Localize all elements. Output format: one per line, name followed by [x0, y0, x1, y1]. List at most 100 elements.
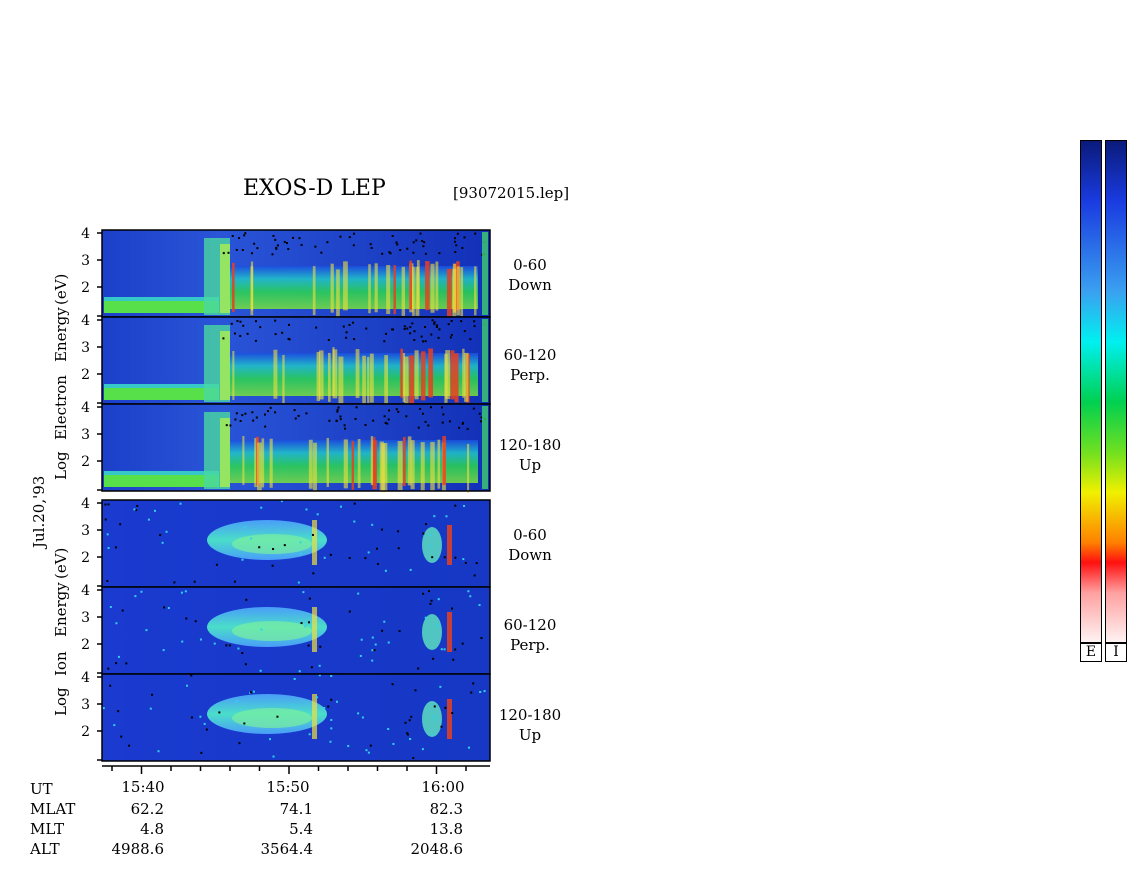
noise-speck: [412, 757, 415, 760]
noise-speck: [258, 546, 261, 549]
noise-speck: [478, 604, 481, 607]
noise-speck: [360, 638, 363, 641]
spectrogram-panel: [101, 229, 491, 319]
noise-speck: [243, 526, 246, 529]
streak: [435, 261, 439, 311]
noise-speck: [107, 547, 110, 550]
noise-speck: [352, 244, 355, 247]
noise-speck: [430, 333, 433, 336]
noise-speck: [353, 502, 356, 505]
panel-angle: 0-60: [513, 526, 547, 544]
mlt-value: 5.4: [289, 820, 313, 838]
noise-speck: [252, 690, 255, 693]
noise-speck: [235, 700, 238, 703]
alt-value: 4988.6: [111, 840, 165, 858]
noise-speck: [443, 556, 446, 559]
noise-speck: [109, 605, 112, 608]
noise-speck: [140, 590, 143, 593]
noise-speck: [364, 424, 367, 427]
streak: [242, 435, 245, 485]
noise-speck: [297, 581, 300, 584]
energy-band: [230, 266, 478, 309]
noise-speck: [431, 733, 434, 736]
noise-speck: [381, 629, 384, 632]
streak: [328, 352, 331, 402]
noise-speck: [115, 622, 118, 625]
noise-speck: [480, 420, 483, 423]
noise-speck: [128, 744, 131, 747]
noise-speck: [395, 241, 398, 244]
noise-speck: [260, 506, 263, 509]
y-tick-label: 4: [81, 400, 90, 416]
noise-speck: [241, 558, 244, 561]
noise-speck: [441, 421, 444, 424]
noise-speck: [384, 569, 387, 572]
noise-speck: [107, 667, 110, 670]
noise-speck: [411, 322, 414, 325]
noise-speck: [384, 421, 387, 424]
noise-speck: [422, 592, 425, 595]
noise-speck: [259, 669, 262, 672]
streak: [437, 439, 441, 489]
noise-speck: [347, 744, 350, 747]
noise-speck: [475, 562, 478, 565]
spectrogram-panels: [101, 229, 491, 762]
panel-angle: 120-180: [498, 706, 562, 724]
panel-angle: 60-120: [503, 346, 557, 364]
ion-streak: [312, 520, 317, 565]
alt-value: 3564.4: [260, 840, 314, 858]
panel-direction: Down: [508, 276, 552, 294]
streak: [254, 438, 258, 488]
noise-speck: [452, 658, 455, 661]
noise-speck: [371, 636, 374, 639]
streak: [409, 260, 413, 310]
noise-speck: [241, 414, 244, 417]
noise-speck: [425, 523, 428, 526]
file-name: [93072015.lep]: [453, 184, 570, 202]
streak: [326, 437, 329, 487]
noise-speck: [439, 685, 442, 688]
noise-speck: [445, 515, 448, 518]
noise-speck: [458, 426, 461, 429]
noise-speck: [237, 647, 240, 650]
noise-speck: [395, 408, 398, 411]
noise-speck: [424, 252, 427, 255]
streak: [362, 355, 366, 405]
row-label-mlat: MLAT: [30, 800, 76, 818]
noise-speck: [231, 234, 234, 237]
noise-speck: [412, 251, 415, 254]
streak: [351, 440, 355, 490]
panel-label-e1: 0-60 Down: [490, 255, 570, 295]
y-tick-label: 3: [81, 427, 90, 443]
noise-speck: [274, 319, 277, 322]
noise-speck: [274, 238, 277, 241]
streak: [425, 261, 430, 311]
noise-speck: [381, 252, 384, 255]
streak: [343, 439, 348, 489]
streak: [430, 263, 435, 313]
noise-speck: [228, 644, 231, 647]
ion-blob: [422, 701, 442, 737]
panel-label-e3: 120-180 Up: [490, 435, 570, 475]
streak: [401, 266, 406, 316]
noise-speck: [473, 574, 476, 577]
noise-speck: [246, 332, 249, 335]
chart-title: EXOS-D LEP: [243, 176, 386, 201]
noise-speck: [293, 409, 296, 412]
noise-speck: [318, 664, 321, 667]
noise-speck: [264, 425, 267, 428]
noise-speck: [415, 239, 418, 242]
streak: [452, 268, 457, 318]
noise-speck: [239, 320, 242, 323]
noise-speck: [357, 592, 360, 595]
streak: [462, 348, 465, 398]
streak: [412, 266, 415, 316]
noise-speck: [367, 551, 370, 554]
noise-speck: [447, 323, 450, 326]
noise-speck: [274, 411, 277, 414]
noise-speck: [244, 663, 247, 666]
y-tick-label: 3: [81, 610, 90, 626]
noise-speck: [254, 320, 257, 323]
noise-speck: [467, 746, 470, 749]
noise-speck: [361, 716, 364, 719]
